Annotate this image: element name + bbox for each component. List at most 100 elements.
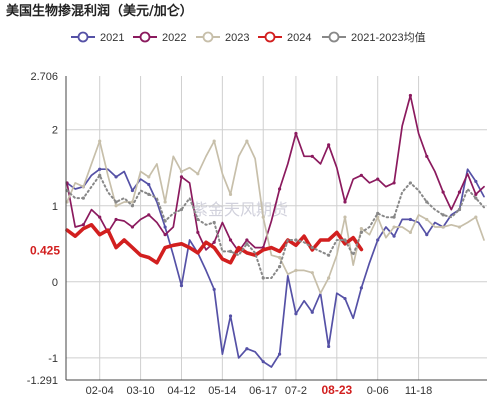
current-value-label: 0.425 xyxy=(30,243,60,257)
data-point xyxy=(130,225,135,229)
data-point xyxy=(163,225,167,229)
data-point xyxy=(376,211,380,215)
data-point xyxy=(327,276,331,280)
data-point xyxy=(327,253,331,257)
data-point xyxy=(212,287,216,292)
data-point xyxy=(408,93,413,98)
data-point xyxy=(277,255,282,260)
data-point xyxy=(474,196,478,200)
data-point xyxy=(310,154,314,158)
legend-item[interactable]: 2021-2023均值 xyxy=(322,31,426,44)
data-point xyxy=(196,230,200,234)
data-point xyxy=(359,173,363,177)
data-point xyxy=(277,352,282,356)
legend-item[interactable]: 2024 xyxy=(258,31,311,44)
x-tick-label: 08-23 xyxy=(321,383,352,397)
data-point xyxy=(147,182,151,187)
legend-marker xyxy=(77,31,89,43)
data-point xyxy=(441,190,445,194)
data-point xyxy=(212,139,216,143)
data-point xyxy=(408,217,413,222)
data-point xyxy=(359,226,363,231)
data-point xyxy=(98,215,102,219)
data-point xyxy=(392,225,396,229)
data-point xyxy=(163,233,167,237)
data-point xyxy=(81,185,85,189)
x-tick-label: 06-17 xyxy=(249,385,277,397)
legend-item[interactable]: 2022 xyxy=(133,31,186,44)
data-point xyxy=(212,240,216,244)
data-point xyxy=(408,181,413,185)
data-point xyxy=(474,179,478,184)
series-lines xyxy=(65,93,485,368)
data-point xyxy=(114,175,118,179)
data-point xyxy=(441,225,445,229)
data-point xyxy=(245,238,249,242)
data-point xyxy=(261,215,265,219)
data-point xyxy=(441,213,445,217)
data-point xyxy=(294,312,298,316)
data-point xyxy=(163,200,167,204)
x-tick-label: 07-2 xyxy=(285,385,307,397)
data-point xyxy=(245,242,249,246)
data-point xyxy=(179,207,184,212)
data-point xyxy=(343,215,347,219)
data-point xyxy=(457,225,462,229)
x-tick-label: 04-12 xyxy=(167,385,195,397)
y-tick-label: 1 xyxy=(52,201,58,213)
data-point xyxy=(114,217,118,222)
data-point xyxy=(392,215,396,219)
legend-marker xyxy=(139,31,151,43)
legend-label: 2022 xyxy=(162,32,186,44)
data-point xyxy=(359,286,363,290)
data-point xyxy=(310,271,314,275)
legend-label: 2021 xyxy=(100,32,124,44)
data-point xyxy=(245,139,249,143)
data-point xyxy=(245,347,249,351)
data-point xyxy=(359,230,363,234)
data-point xyxy=(474,192,478,196)
data-point xyxy=(98,139,102,143)
series-line xyxy=(66,168,485,368)
data-point xyxy=(179,169,184,174)
data-point xyxy=(228,249,233,253)
y-tick-label: 0 xyxy=(52,277,58,289)
data-point xyxy=(81,196,85,200)
series-line xyxy=(65,223,364,265)
data-point xyxy=(425,217,429,222)
legend-label: 2021-2023均值 xyxy=(351,31,426,44)
legend-item[interactable]: 2021 xyxy=(71,31,124,44)
series-2021 xyxy=(65,167,485,368)
data-point xyxy=(294,238,298,242)
series-2024 xyxy=(65,223,364,265)
x-tick-label: 11-18 xyxy=(405,385,432,397)
data-point xyxy=(179,284,184,288)
data-point xyxy=(294,268,298,273)
x-tick-label: 03-10 xyxy=(127,385,155,397)
data-point xyxy=(343,296,347,301)
data-point xyxy=(228,314,233,318)
data-point xyxy=(114,200,118,204)
data-point xyxy=(277,264,282,269)
legend-item[interactable]: 2023 xyxy=(196,31,249,44)
legend-marker xyxy=(264,31,276,43)
data-point xyxy=(261,276,265,280)
data-point xyxy=(147,192,151,196)
y-tick-label: 2 xyxy=(52,125,58,137)
data-point xyxy=(474,215,478,219)
chart-title: 美国生物掺混利润（美元/加仑） xyxy=(6,3,193,19)
data-point xyxy=(114,204,118,208)
legend-label: 2023 xyxy=(225,32,249,44)
y-tick-label: 2.706 xyxy=(30,71,58,83)
data-point xyxy=(327,143,331,147)
data-point xyxy=(392,181,396,185)
data-point xyxy=(376,238,380,242)
legend-marker xyxy=(202,31,214,43)
data-point xyxy=(310,245,314,250)
data-point xyxy=(81,223,85,227)
data-point xyxy=(457,207,462,212)
data-point xyxy=(163,219,167,223)
data-point xyxy=(196,172,200,176)
data-point xyxy=(277,187,282,191)
